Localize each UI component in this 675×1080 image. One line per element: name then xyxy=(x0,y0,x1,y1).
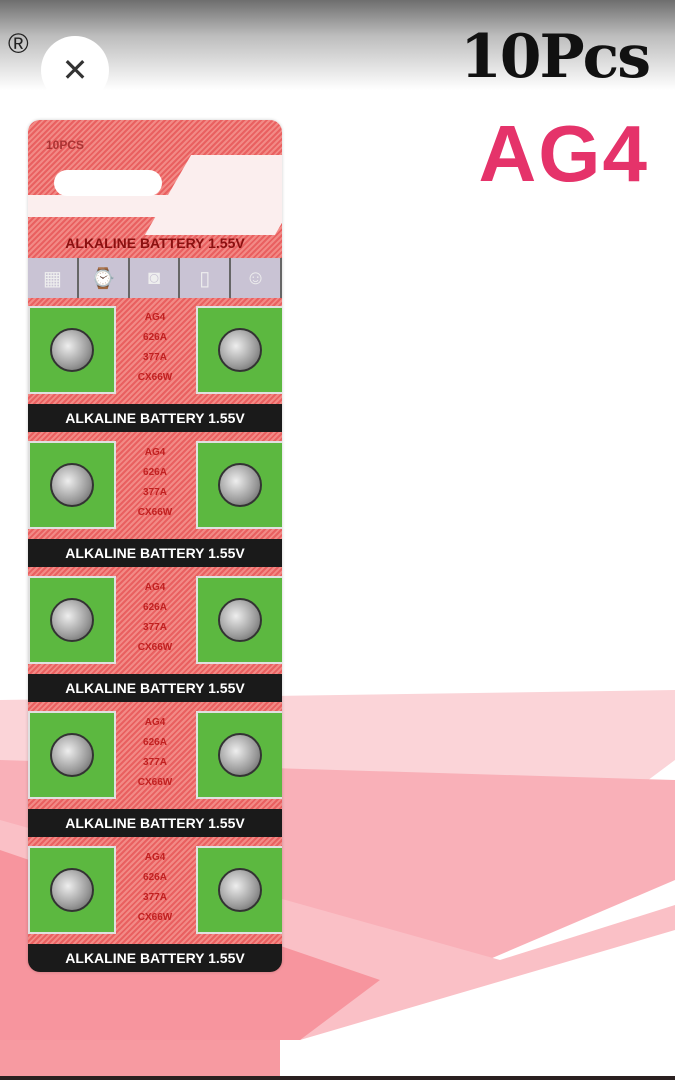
model-label: 377A xyxy=(143,757,167,768)
phone-icon: ▯ xyxy=(180,258,232,298)
band-label: ALKALINE BATTERY 1.55V xyxy=(28,944,282,972)
coin-battery xyxy=(218,733,262,777)
battery-row: AG4 626A 377A CX66W ALKALINE BATTERY 1.5… xyxy=(28,576,282,711)
device-icons: ▦ ⌚ ◙ ▯ ☺ xyxy=(28,258,282,298)
bottom-bar xyxy=(0,1076,675,1080)
battery-row: AG4 626A 377A CX66W ALKALINE BATTERY 1.5… xyxy=(28,441,282,576)
hang-hole xyxy=(54,170,162,196)
battery-cell xyxy=(28,846,116,934)
model-label: AG4 xyxy=(144,582,166,593)
model-list: AG4 626A 377A CX66W xyxy=(120,443,190,523)
band-label: ALKALINE BATTERY 1.55V xyxy=(28,674,282,702)
model-label: 377A xyxy=(143,622,167,633)
coin-battery xyxy=(218,463,262,507)
coin-battery xyxy=(50,328,94,372)
close-icon: ✕ xyxy=(61,52,89,88)
coin-battery xyxy=(218,868,262,912)
battery-cell xyxy=(196,711,282,799)
battery-cell xyxy=(28,576,116,664)
toy-icon: ☺ xyxy=(231,258,282,298)
registered-mark: ® xyxy=(8,28,29,59)
model-list: AG4 626A 377A CX66W xyxy=(120,578,190,658)
model-label: CX66W xyxy=(137,912,173,923)
model-label: 377A xyxy=(143,487,167,498)
model-label: AG4 xyxy=(144,852,166,863)
model-label: 626A xyxy=(143,467,167,478)
coin-battery xyxy=(218,328,262,372)
close-button[interactable]: ✕ xyxy=(41,36,109,104)
band-label: ALKALINE BATTERY 1.55V xyxy=(28,404,282,432)
model-label: 377A xyxy=(143,892,167,903)
model-label: 626A xyxy=(143,602,167,613)
model-label: CX66W xyxy=(137,777,173,788)
calculator-icon: ▦ xyxy=(28,258,79,298)
model-list: AG4 626A 377A CX66W xyxy=(120,308,190,388)
battery-row: AG4 626A 377A CX66W ALKALINE BATTERY 1.5… xyxy=(28,846,282,972)
model-label: 377A xyxy=(143,352,167,363)
band-label: ALKALINE BATTERY 1.55V xyxy=(28,539,282,567)
model-label: 626A xyxy=(143,332,167,343)
model-label: 626A xyxy=(143,737,167,748)
battery-cell xyxy=(28,441,116,529)
battery-cell xyxy=(196,576,282,664)
model-label: 626A xyxy=(143,872,167,883)
model-list: AG4 626A 377A CX66W xyxy=(120,848,190,928)
battery-card: 10PCS ALKALINE BATTERY 1.55V ▦ ⌚ ◙ ▯ ☺ A… xyxy=(28,120,282,972)
pcs-label: 10PCS xyxy=(46,138,85,152)
battery-cell xyxy=(28,306,116,394)
battery-row: AG4 626A 377A CX66W ALKALINE BATTERY 1.5… xyxy=(28,306,282,441)
battery-row: AG4 626A 377A CX66W ALKALINE BATTERY 1.5… xyxy=(28,711,282,846)
model-label: AG4 xyxy=(144,447,166,458)
coin-battery xyxy=(218,598,262,642)
battery-cell xyxy=(196,846,282,934)
count-title: 10Pcs xyxy=(460,22,651,92)
coin-battery xyxy=(50,598,94,642)
coin-battery xyxy=(50,868,94,912)
watch-icon: ⌚ xyxy=(79,258,130,298)
coin-battery xyxy=(50,733,94,777)
model-list: AG4 626A 377A CX66W xyxy=(120,713,190,793)
model-label: AG4 xyxy=(144,717,166,728)
top-shade xyxy=(0,0,675,90)
card-stripe xyxy=(28,195,228,217)
coin-battery xyxy=(50,463,94,507)
top-banner: ALKALINE BATTERY 1.55V xyxy=(65,235,245,251)
model-label: CX66W xyxy=(137,642,173,653)
battery-cell xyxy=(196,441,282,529)
model-label: AG4 xyxy=(144,312,166,323)
model-label: CX66W xyxy=(137,372,173,383)
band-label: ALKALINE BATTERY 1.55V xyxy=(28,809,282,837)
model-title: AG4 xyxy=(478,109,649,198)
model-label: CX66W xyxy=(137,507,173,518)
battery-cell xyxy=(196,306,282,394)
battery-cell xyxy=(28,711,116,799)
camera-icon: ◙ xyxy=(130,258,181,298)
